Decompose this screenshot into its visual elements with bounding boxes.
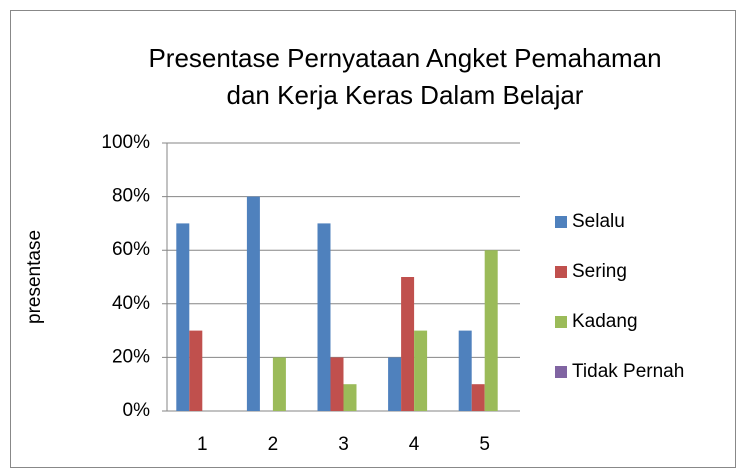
legend-label: Tidak Pernah [572, 361, 684, 382]
chart-border [10, 10, 736, 468]
bar [414, 330, 428, 411]
y-tick-label: 60% [112, 239, 150, 260]
x-tick-label: 4 [409, 434, 420, 455]
bar [458, 330, 472, 411]
bar [176, 223, 190, 411]
bar [388, 357, 402, 411]
x-tick-label: 2 [268, 434, 279, 455]
y-tick-label: 0% [123, 400, 151, 421]
y-tick-label: 100% [101, 132, 150, 153]
x-tick-label: 5 [479, 434, 490, 455]
legend-swatch [555, 366, 567, 378]
bar [401, 277, 415, 411]
chart-title: Presentase Pernyataan Angket Pemahaman [148, 43, 661, 73]
y-tick-label: 80% [112, 186, 150, 207]
bar [272, 357, 286, 411]
y-tick-label: 20% [112, 346, 150, 367]
bar [471, 384, 485, 411]
bar [246, 196, 260, 411]
x-tick-label: 1 [197, 434, 208, 455]
legend-label: Sering [572, 261, 627, 282]
legend-label: Kadang [572, 311, 638, 332]
legend-swatch [555, 316, 567, 328]
chart-title: dan Kerja Keras Dalam Belajar [227, 80, 584, 110]
y-axis-label: presentase [24, 230, 45, 324]
y-tick-label: 40% [112, 293, 150, 314]
bar [330, 357, 344, 411]
legend-swatch [555, 266, 567, 278]
bar [484, 250, 498, 411]
bar [343, 384, 357, 411]
bar [317, 223, 331, 411]
x-tick-label: 3 [338, 434, 349, 455]
bar [189, 330, 203, 411]
legend-label: Selalu [572, 211, 625, 232]
legend-swatch [555, 216, 567, 228]
